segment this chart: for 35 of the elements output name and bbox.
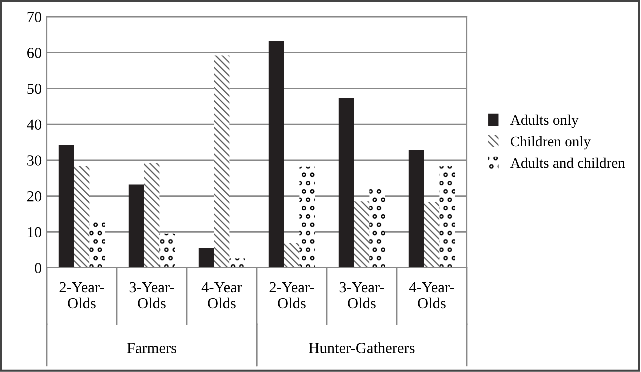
y-tick-label: 0 (35, 263, 42, 274)
legend-label: Children only (511, 136, 591, 150)
bar (58, 145, 74, 268)
bar (144, 163, 160, 268)
bar (284, 243, 300, 268)
x-tick-label: 2-Year- Olds (270, 282, 314, 309)
bar (160, 234, 176, 268)
bar (424, 202, 440, 268)
legend-label: Adults and children (510, 158, 626, 168)
y-tick-label: 30 (28, 156, 42, 166)
bar (74, 166, 90, 268)
x-tick-label: 4-Year Olds (202, 282, 242, 309)
text: Hunter-Gatherers (309, 342, 415, 354)
bar (408, 150, 424, 268)
y-tick-label: 10 (28, 227, 42, 238)
legend-label: Adults only (510, 114, 579, 128)
bar (354, 202, 370, 268)
y-tick-label: 70 (28, 12, 42, 22)
y-tick-label: 20 (28, 191, 42, 202)
x-tick-label: 4-Year- Olds (409, 282, 454, 309)
bar (214, 56, 230, 268)
bar (268, 41, 284, 268)
bar (198, 248, 214, 268)
x-tick-label: 3-Year- Olds (130, 282, 174, 309)
bar (300, 166, 316, 268)
bar (338, 98, 354, 268)
y-tick-label: 50 (28, 84, 42, 94)
bar (128, 184, 144, 268)
y-tick-label: 60 (28, 48, 42, 58)
text: Farmers (127, 343, 176, 354)
y-tick-label: 40 (27, 120, 42, 130)
x-tick-label: 3-Year- Olds (340, 282, 384, 309)
bar (440, 166, 456, 268)
x-tick-label: 2-Year- Olds (60, 282, 104, 309)
bar (230, 258, 246, 268)
